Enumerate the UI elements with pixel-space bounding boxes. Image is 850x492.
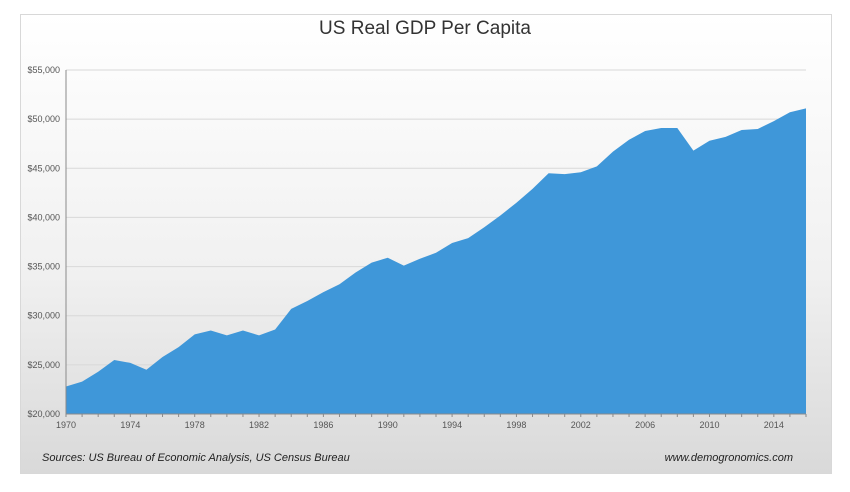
- y-tick-label: $40,000: [27, 212, 60, 222]
- x-tick-label: 2002: [571, 420, 591, 430]
- area-series: [66, 108, 806, 414]
- y-tick-label: $45,000: [27, 163, 60, 173]
- x-tick-label: 1998: [506, 420, 526, 430]
- x-tick-label: 1986: [313, 420, 333, 430]
- y-tick-label: $50,000: [27, 114, 60, 124]
- x-tick-label: 2006: [635, 420, 655, 430]
- website-credit: www.demogronomics.com: [664, 452, 793, 464]
- x-tick-label: 2014: [764, 420, 784, 430]
- x-tick-label: 1982: [249, 420, 269, 430]
- y-tick-label: $30,000: [27, 311, 60, 321]
- y-tick-label: $20,000: [27, 409, 60, 419]
- gdp-area: [66, 108, 806, 414]
- x-tick-label: 2010: [699, 420, 719, 430]
- y-tick-label: $25,000: [27, 360, 60, 370]
- source-note: Sources: US Bureau of Economic Analysis,…: [42, 452, 350, 464]
- x-tick-label: 1990: [378, 420, 398, 430]
- axes: [65, 70, 807, 417]
- x-tick-label: 1978: [185, 420, 205, 430]
- y-tick-label: $55,000: [27, 65, 60, 75]
- x-tick-label: 1994: [442, 420, 462, 430]
- y-tick-label: $35,000: [27, 262, 60, 272]
- x-tick-label: 1974: [120, 420, 140, 430]
- x-tick-labels: 1970 1974 1978 1982 1986 1990 1994 1998 2002 2006…: [56, 420, 784, 430]
- x-tick-label: 1970: [56, 420, 76, 430]
- chart-title: US Real GDP Per Capita: [319, 18, 531, 39]
- y-tick-labels: $20,000 $25,000 $30,000 $35,000 $40,000 $45,0…: [27, 65, 60, 419]
